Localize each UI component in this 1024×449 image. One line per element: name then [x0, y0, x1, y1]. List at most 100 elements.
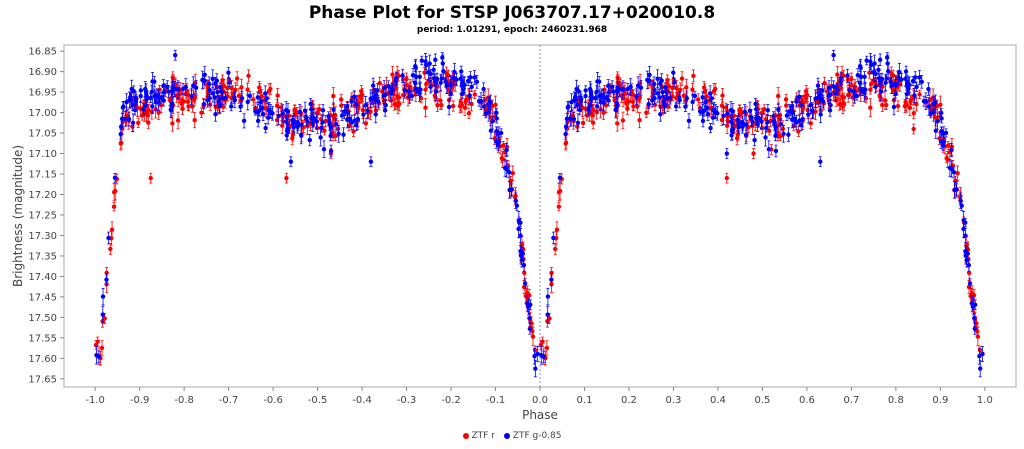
ztf-g-point [232, 91, 237, 104]
ztf-g-point [210, 84, 216, 103]
ztf-g-point [799, 95, 804, 114]
ztf-g-point [926, 97, 932, 116]
ztf-g-point [705, 107, 711, 122]
ztf-g-point [528, 299, 533, 311]
ztf-g-point [563, 119, 569, 134]
ztf-g-point [96, 350, 102, 363]
ztf-g-point [596, 75, 602, 88]
ztf-r-point [338, 93, 344, 105]
ztf-g-point [831, 49, 836, 61]
ztf-r-point [207, 98, 213, 112]
ztf-r-point [808, 117, 813, 130]
ztf-g-point [743, 115, 749, 134]
ztf-g-point [862, 71, 867, 83]
ztf-g-point [963, 218, 968, 228]
ztf-g-point [923, 92, 929, 110]
ztf-g-point [873, 80, 878, 94]
legend-item-r: ZTF r [462, 431, 495, 441]
ztf-g-point [444, 76, 449, 94]
x-tick-label: 1.0 [977, 395, 993, 406]
ztf-g-point [173, 49, 178, 61]
ztf-g-point [226, 67, 231, 79]
ztf-g-point [587, 81, 593, 97]
ztf-g-point [877, 53, 883, 66]
ztf-r-point [246, 69, 251, 83]
y-tick-label: 16.85 [28, 47, 57, 58]
ztf-g-point [223, 91, 228, 105]
ztf-g-point [919, 74, 924, 89]
ztf-g-point [771, 111, 776, 122]
ztf-r-point [591, 104, 596, 116]
ztf-g-point [972, 322, 977, 335]
y-tick-label: 17.25 [28, 210, 57, 221]
ztf-g-point [130, 113, 136, 133]
ztf-g-point [133, 96, 139, 107]
ztf-g-point [872, 54, 877, 73]
y-tick-label: 17.00 [28, 108, 57, 119]
ztf-g-point [721, 106, 726, 126]
ztf-g-point [752, 134, 757, 147]
y-tick-label: 17.30 [28, 231, 57, 242]
ztf-g-point [474, 74, 480, 89]
ztf-g-point [417, 83, 422, 102]
ztf-g-point [112, 173, 118, 183]
ztf-g-point [658, 106, 663, 122]
ztf-r-point [351, 126, 356, 137]
ztf-g-point [750, 116, 755, 127]
ztf-g-point [264, 93, 269, 104]
ztf-g-point [433, 53, 438, 66]
ztf-g-point [260, 107, 266, 122]
ztf-g-point [885, 54, 890, 73]
ztf-g-point [189, 87, 194, 106]
ztf-g-point [765, 114, 770, 130]
ztf-r-point [280, 117, 285, 134]
ztf-r-point [637, 112, 642, 129]
ztf-g-point [518, 218, 523, 228]
ztf-g-point [375, 83, 380, 98]
ztf-g-point [100, 305, 106, 324]
ztf-g-point [143, 81, 148, 97]
ztf-g-point [126, 111, 132, 127]
ztf-r-point [845, 73, 851, 87]
ztf-g-point [606, 94, 611, 107]
ztf-g-point [978, 359, 983, 378]
ztf-r-point [945, 150, 950, 168]
ztf-g-point [414, 68, 419, 85]
ztf-g-point [284, 114, 289, 129]
ztf-g-point [467, 87, 472, 104]
ztf-g-point [504, 160, 509, 178]
ztf-g-point [620, 82, 626, 96]
y-tick-label: 17.05 [28, 129, 57, 140]
ztf-g-point [818, 156, 823, 168]
ztf-g-point [299, 115, 304, 134]
ztf-g-point [161, 94, 166, 107]
ztf-g-point [452, 62, 457, 82]
ztf-g-point [776, 102, 781, 117]
ztf-g-point [858, 68, 864, 85]
ztf-g-point [972, 299, 978, 311]
ztf-g-point [692, 91, 698, 101]
ztf-r-point [911, 107, 916, 119]
ztf-r-point [631, 101, 636, 112]
ztf-g-point [527, 322, 533, 335]
ztf-g-point [686, 113, 692, 129]
ztf-g-point [326, 111, 331, 122]
ztf-g-point [427, 54, 432, 73]
ztf-r-point [975, 327, 981, 347]
ztf-r-point [439, 100, 444, 110]
ztf-g-point [486, 98, 491, 110]
ztf-g-point [253, 106, 258, 116]
ztf-g-point [191, 76, 196, 95]
ztf-g-point [615, 78, 620, 97]
ztf-g-point [263, 123, 268, 134]
x-tick-label: 0.1 [577, 395, 593, 406]
ztf-g-point [897, 62, 902, 82]
ztf-g-point [939, 113, 944, 124]
x-tick-label: -1.0 [85, 395, 105, 406]
ztf-r-point [251, 93, 256, 106]
ztf-g-point [440, 54, 445, 73]
y-tick-label: 17.60 [28, 354, 57, 365]
ztf-g-point [740, 119, 745, 134]
ztf-g-point [465, 76, 471, 87]
ztf-g-point [676, 91, 682, 104]
